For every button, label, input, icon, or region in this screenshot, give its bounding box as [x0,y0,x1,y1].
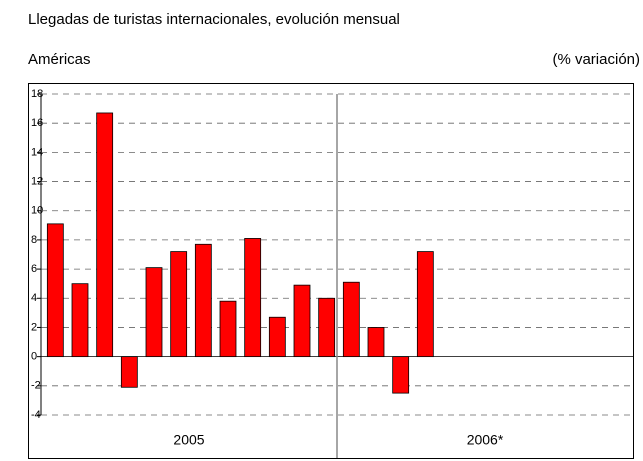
y-tick-label: -2 [31,380,41,392]
bar [170,251,188,358]
y-tick-label: 0 [31,351,37,363]
chart-subtitle: Américas [28,51,91,68]
bar [318,297,336,358]
y-tick-label: 8 [31,234,37,246]
bar [194,243,212,358]
plot-frame [28,83,634,459]
bar [416,251,434,358]
bar [268,316,286,358]
group-label: 2006* [467,432,504,448]
chart-title: Llegadas de turistas internacionales, ev… [28,11,400,28]
y-tick-label: -4 [31,409,41,421]
bar [71,283,89,358]
bar [392,356,410,394]
unit-label: (% variación) [552,51,640,68]
bar [46,223,64,358]
bar [293,284,311,358]
bar [120,356,138,388]
bar [145,267,163,358]
y-tick-label: 4 [31,292,37,304]
bar [244,238,262,358]
bar [342,281,360,358]
bar [367,327,385,358]
bar [96,112,114,358]
bar [219,300,237,358]
y-tick-label: 6 [31,263,37,275]
y-tick-label: 2 [31,321,37,333]
group-label: 2005 [173,432,204,448]
